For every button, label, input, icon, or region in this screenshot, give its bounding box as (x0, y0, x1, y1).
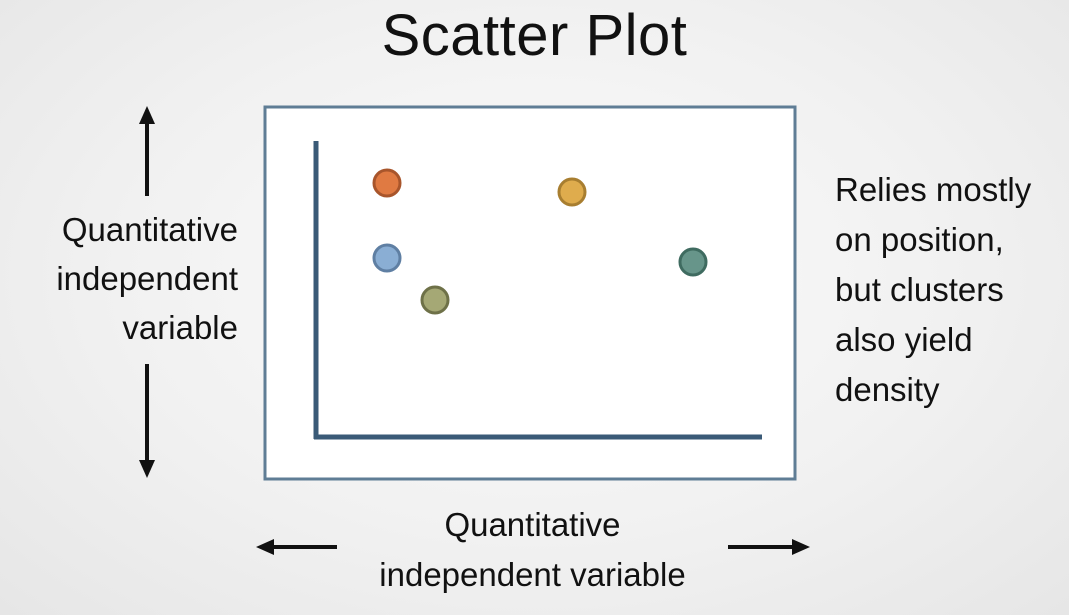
y-axis-label-line: Quantitative (61, 211, 238, 248)
x-axis-label: Quantitative independent variable (320, 500, 745, 600)
slide-title: Scatter Plot (381, 3, 688, 68)
plot-frame (263, 105, 797, 481)
y-axis-label-line: independent (56, 260, 238, 297)
point-teal (678, 247, 708, 277)
side-note-line: density (835, 371, 940, 408)
point-olive (420, 285, 450, 315)
scatter-points (372, 168, 708, 315)
point-blue (372, 243, 402, 273)
side-note-line: also yield (835, 321, 973, 358)
horizontal-arrow (256, 539, 810, 555)
arrow-left-head (256, 539, 274, 555)
arrow-down-head (139, 460, 155, 478)
side-note-line: Relies mostly (835, 171, 1032, 208)
side-note-line: on position, (835, 221, 1004, 258)
x-axis-label-line: Quantitative (444, 506, 621, 543)
side-note: Relies mostly on position, but clusters … (835, 165, 1067, 415)
y-axis-label-line: variable (122, 309, 238, 346)
side-note-line: but clusters (835, 271, 1004, 308)
point-orange (372, 168, 402, 198)
y-axis-label: Quantitative independent variable (0, 205, 238, 352)
point-gold (557, 177, 587, 207)
arrow-right-head (792, 539, 810, 555)
x-axis-label-line: independent variable (379, 556, 686, 593)
vertical-arrow (139, 106, 155, 478)
arrow-up-head (139, 106, 155, 124)
